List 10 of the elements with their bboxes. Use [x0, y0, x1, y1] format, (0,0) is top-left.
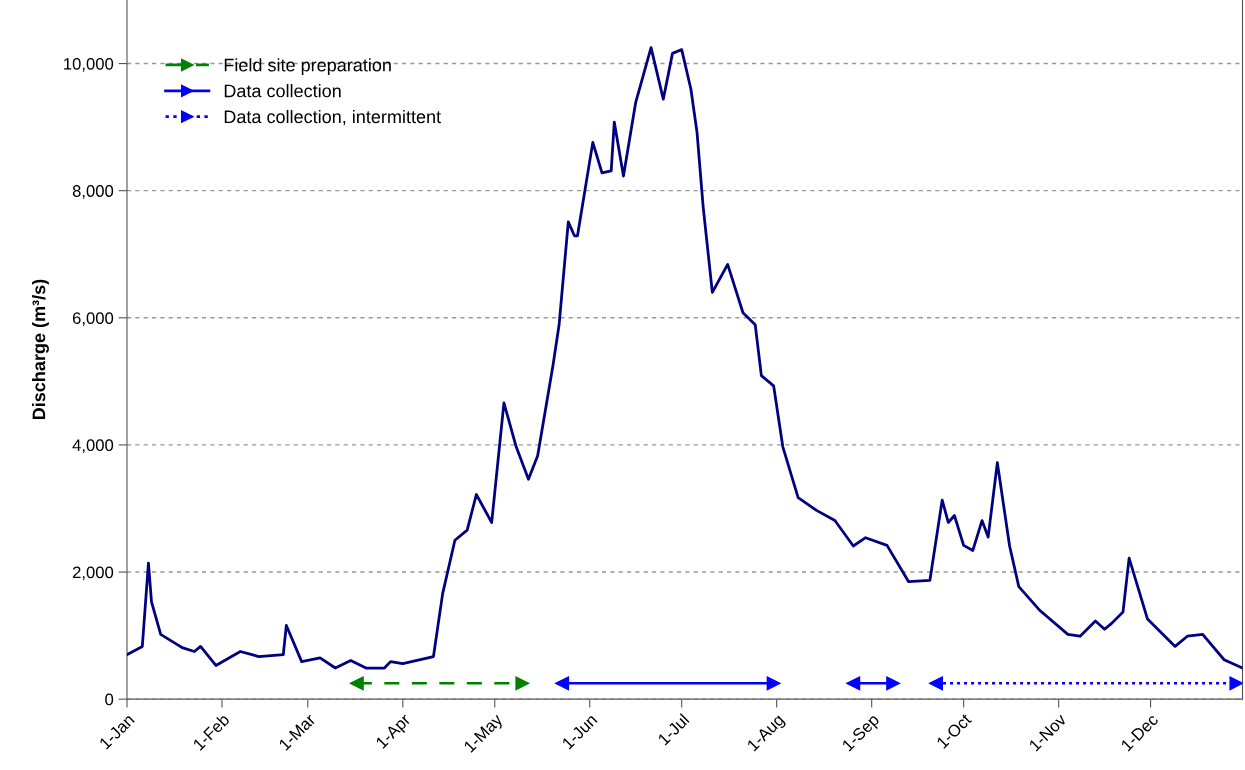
y-tick-label: 2,000 — [72, 566, 114, 581]
y-tick-label: 0 — [105, 693, 114, 706]
y-tick-label: 10,000 — [64, 57, 114, 72]
y-axis-title: Discharge (m³/s) — [32, 279, 49, 420]
legend-label: Data collection — [224, 84, 341, 98]
legend-label: Data collection, intermittent — [224, 109, 441, 126]
y-tick-label: 8,000 — [72, 185, 114, 199]
y-tick-label: 4,000 — [72, 439, 114, 454]
y-tick-label: 6,000 — [72, 312, 114, 326]
legend-label: Field site preparation — [224, 58, 391, 76]
